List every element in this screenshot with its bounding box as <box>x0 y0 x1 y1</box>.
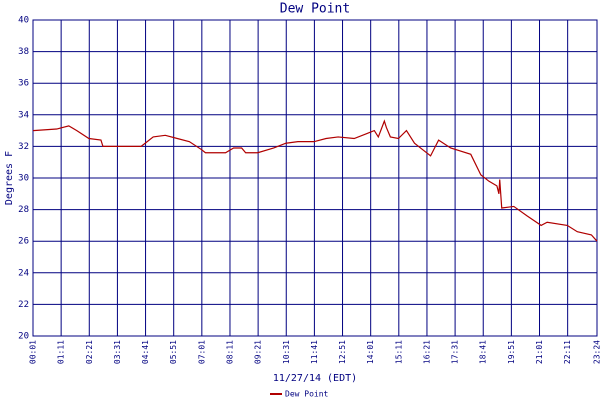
y-tick-label: 40 <box>18 16 29 26</box>
x-tick-label: 04:41 <box>141 340 150 364</box>
x-tick-label: 21:01 <box>535 340 544 364</box>
y-tick-label: 34 <box>18 110 29 120</box>
x-tick-label: 10:31 <box>282 340 291 364</box>
y-tick-label: 38 <box>18 47 29 57</box>
x-tick-label: 12:51 <box>338 340 347 364</box>
y-tick-label: 36 <box>18 79 29 89</box>
x-tick-label: 17:31 <box>451 340 460 364</box>
y-tick-label: 20 <box>18 332 29 342</box>
x-tick-label: 18:41 <box>479 340 488 364</box>
x-tick-label: 23:24 <box>593 340 600 364</box>
x-tick-label: 22:11 <box>563 340 572 364</box>
x-tick-label: 16:21 <box>422 340 431 364</box>
chart-title: Dew Point <box>280 2 350 17</box>
x-tick-label: 01:11 <box>57 340 66 364</box>
x-tick-label: 07:01 <box>197 340 206 364</box>
y-tick-label: 30 <box>18 174 29 184</box>
y-tick-label: 32 <box>18 142 29 152</box>
x-tick-label: 02:21 <box>85 340 94 364</box>
y-tick-label: 24 <box>18 268 29 278</box>
x-tick-label: 08:11 <box>225 340 234 364</box>
y-tick-label: 28 <box>18 205 29 215</box>
x-tick-label: 00:01 <box>29 340 38 364</box>
x-tick-label: 14:01 <box>366 340 375 364</box>
legend-label: Dew Point <box>285 390 329 399</box>
x-tick-label: 15:11 <box>394 340 403 364</box>
y-axis-title: Degrees F <box>4 151 15 205</box>
x-tick-label: 11:41 <box>310 340 319 364</box>
y-tick-label: 26 <box>18 237 29 247</box>
x-tick-label: 19:51 <box>507 340 516 364</box>
x-tick-label: 09:21 <box>254 340 263 364</box>
x-tick-label: 05:51 <box>169 340 178 364</box>
x-tick-label: 03:31 <box>113 340 122 364</box>
data-line <box>32 119 598 242</box>
x-axis-title: 11/27/14 (EDT) <box>273 373 357 384</box>
y-tick-label: 22 <box>18 300 29 310</box>
